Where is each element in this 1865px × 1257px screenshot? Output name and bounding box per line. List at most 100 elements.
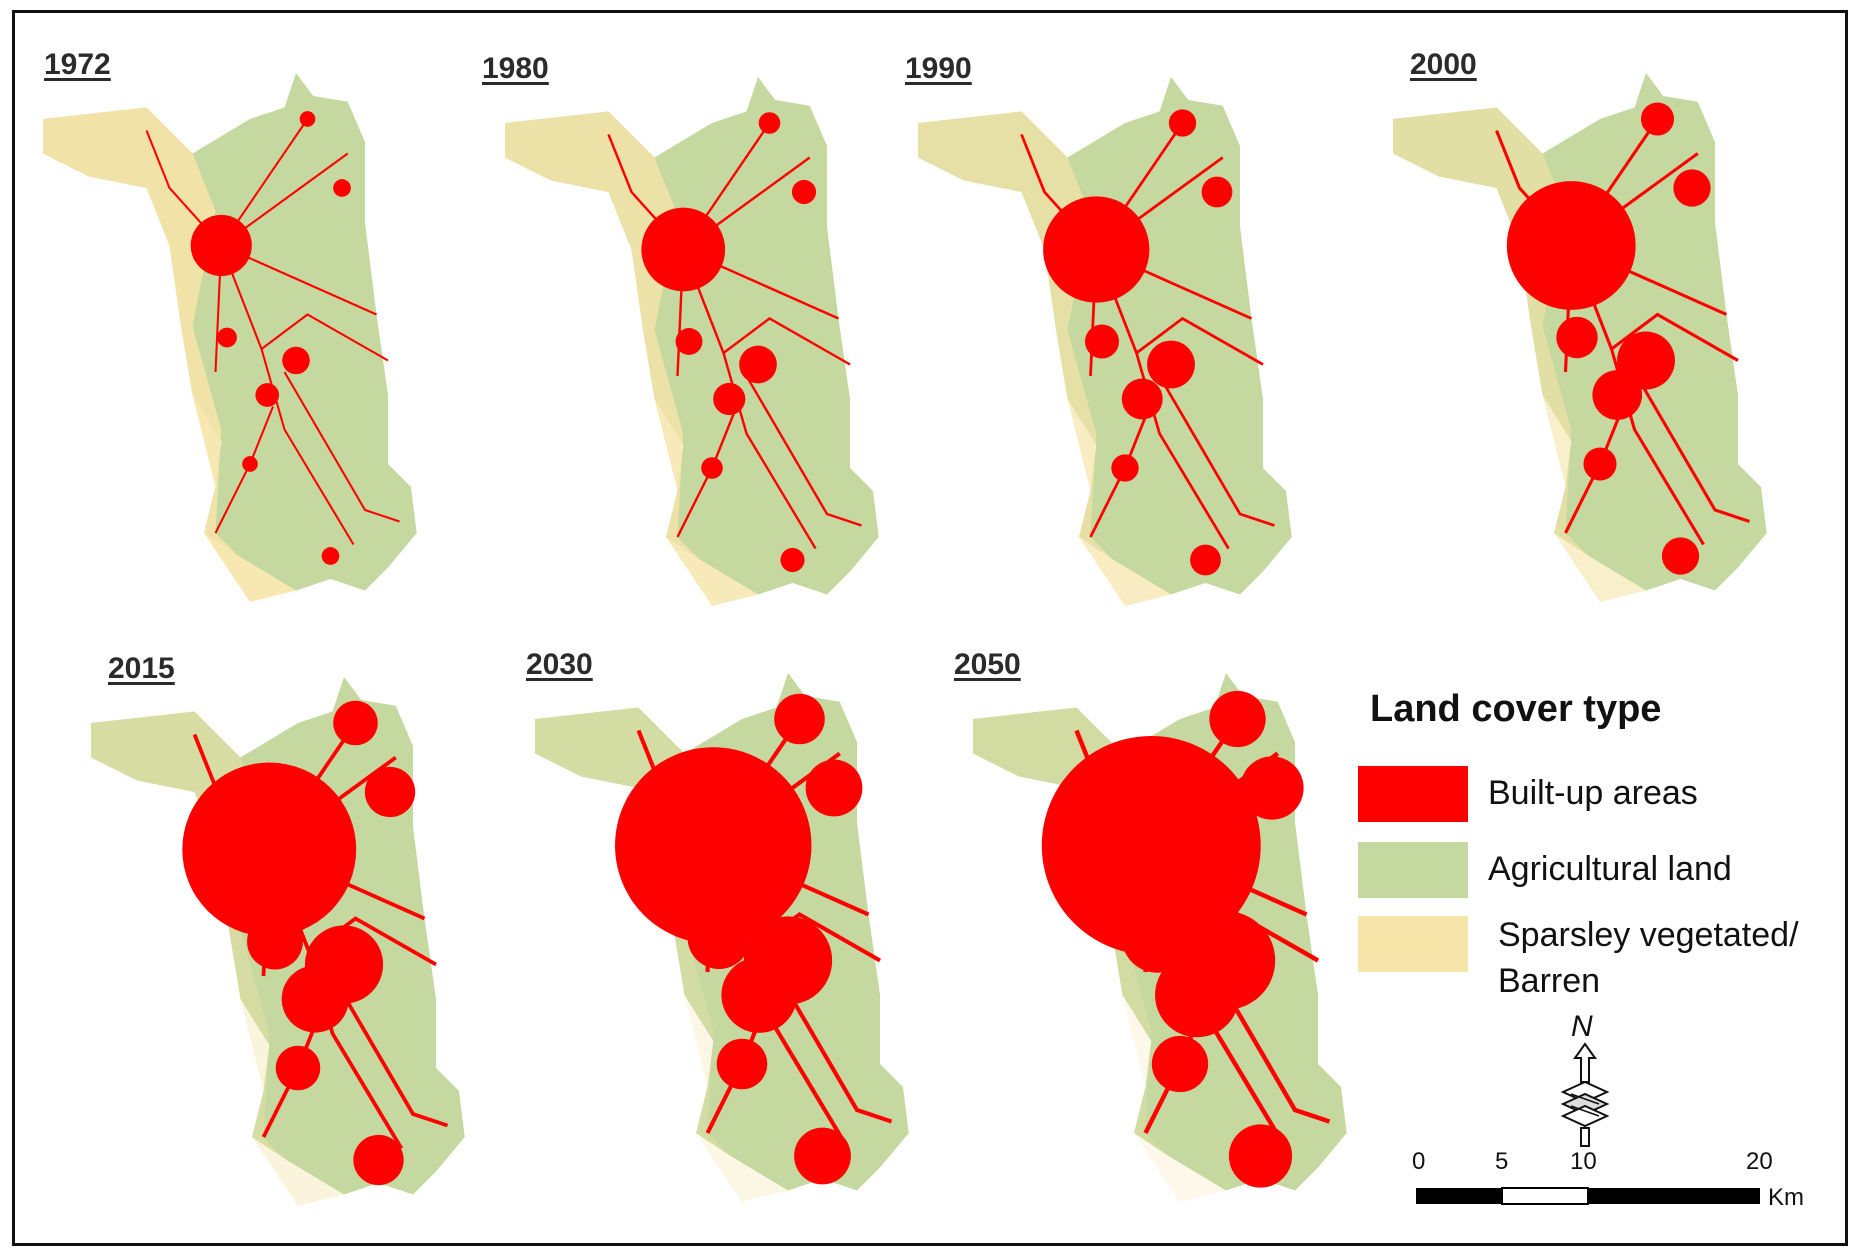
built-up-patch — [1201, 176, 1233, 208]
map-year-label: 1980 — [482, 52, 549, 85]
map-panel-2030: 2030 — [512, 640, 952, 1220]
road-line — [1135, 316, 1264, 366]
built-up-patch — [353, 1134, 404, 1186]
scale-unit-label: Km — [1768, 1184, 1804, 1211]
built-up-patch — [1640, 102, 1675, 136]
scale-tick-label: 20 — [1746, 1148, 1773, 1175]
built-up-patch — [1168, 109, 1197, 137]
scale-bar-graphic — [1416, 1187, 1760, 1205]
map-panel-2015: 2015 — [68, 644, 508, 1224]
scale-tick-label: 10 — [1570, 1148, 1597, 1175]
built-up-patch — [739, 345, 777, 384]
built-up-patch — [1592, 370, 1643, 420]
road-line — [1633, 371, 1750, 523]
built-up-patch — [774, 693, 825, 745]
legend-label: Sparsley vegetated/ — [1498, 916, 1799, 954]
built-up-patch — [758, 112, 781, 134]
road-line — [722, 317, 851, 366]
land-cover-map — [43, 73, 417, 602]
built-up-patch — [1121, 902, 1193, 973]
built-up-patch — [615, 747, 812, 944]
road-line — [774, 970, 893, 1124]
built-up-patch — [255, 383, 280, 407]
scale-tick-label: 5 — [1495, 1148, 1509, 1175]
map-panel-2000: 2000 — [1370, 40, 1810, 620]
built-up-patch — [275, 1045, 321, 1091]
map-year-label: 1972 — [44, 48, 111, 81]
north-label: N — [1571, 1010, 1593, 1043]
built-up-patch — [1583, 447, 1617, 481]
built-up-patch — [281, 965, 349, 1033]
legend-label: Built-up areas — [1488, 774, 1698, 812]
built-up-patch — [333, 179, 351, 197]
built-up-patch — [641, 207, 726, 292]
legend-swatch — [1358, 916, 1468, 972]
north-arrow-icon — [1560, 1042, 1610, 1147]
land-cover-map — [505, 77, 879, 606]
built-up-patch — [247, 913, 303, 970]
sparse-region — [918, 111, 1171, 606]
built-up-patch — [805, 759, 863, 817]
built-up-patch — [1661, 537, 1700, 575]
road-line — [1212, 970, 1331, 1124]
built-up-patch — [282, 346, 310, 375]
legend-swatch — [1358, 766, 1468, 822]
built-up-patch — [242, 456, 258, 472]
north-arrow: N — [1555, 1010, 1615, 1150]
built-up-patch — [1043, 196, 1150, 303]
built-up-patch — [182, 762, 357, 937]
built-up-patch — [333, 700, 378, 746]
built-up-patch — [675, 328, 703, 355]
built-up-patch — [701, 457, 723, 479]
built-up-patch — [713, 382, 746, 416]
sparse-region — [505, 111, 758, 606]
built-up-patch — [1041, 736, 1261, 955]
map-year-label: 2050 — [954, 648, 1021, 681]
built-up-patch — [1506, 181, 1636, 310]
road-line — [1610, 312, 1739, 362]
legend-label: Barren — [1498, 962, 1601, 1000]
built-up-patch — [687, 905, 751, 970]
built-up-patch — [780, 547, 805, 573]
map-panel-1972: 1972 — [20, 40, 460, 620]
built-up-patch — [1147, 340, 1195, 389]
built-up-patch — [1673, 169, 1711, 207]
land-cover-map — [918, 77, 1292, 606]
map-panel-1990: 1990 — [895, 44, 1335, 624]
road-line — [330, 975, 449, 1128]
sparse-region — [1393, 107, 1646, 602]
road-line — [283, 371, 400, 523]
built-up-patch — [716, 1038, 768, 1090]
map-panel-1980: 1980 — [482, 44, 922, 624]
built-up-patch — [321, 547, 340, 565]
built-up-patch — [217, 327, 237, 348]
built-up-patch — [794, 1127, 851, 1185]
legend-label: Agricultural land — [1488, 850, 1732, 888]
land-cover-map — [973, 673, 1347, 1202]
built-up-patch — [791, 179, 817, 205]
built-up-patch — [1155, 952, 1240, 1038]
built-up-patch — [1190, 544, 1221, 576]
map-year-label: 2030 — [526, 648, 593, 681]
built-up-patch — [1556, 316, 1598, 359]
built-up-patch — [299, 111, 316, 127]
built-up-patch — [1084, 324, 1120, 359]
land-cover-map — [535, 673, 909, 1202]
map-year-label: 2015 — [108, 652, 175, 685]
built-up-patch — [1228, 1124, 1293, 1188]
legend-swatch — [1358, 842, 1468, 898]
map-year-label: 2000 — [1410, 48, 1477, 81]
built-up-patch — [1111, 454, 1139, 482]
built-up-patch — [721, 957, 798, 1033]
built-up-patch — [190, 214, 252, 277]
road-line — [745, 375, 862, 527]
map-frame — [12, 10, 1848, 1246]
map-year-label: 1990 — [905, 52, 972, 85]
map-panel-2050: 2050 — [950, 640, 1390, 1220]
road-line — [1158, 375, 1275, 527]
built-up-patch — [1151, 1035, 1209, 1093]
land-cover-map — [1393, 73, 1767, 602]
built-up-patch — [1209, 690, 1266, 748]
scale-tick-label: 0 — [1412, 1148, 1426, 1175]
land-cover-map — [91, 677, 465, 1206]
